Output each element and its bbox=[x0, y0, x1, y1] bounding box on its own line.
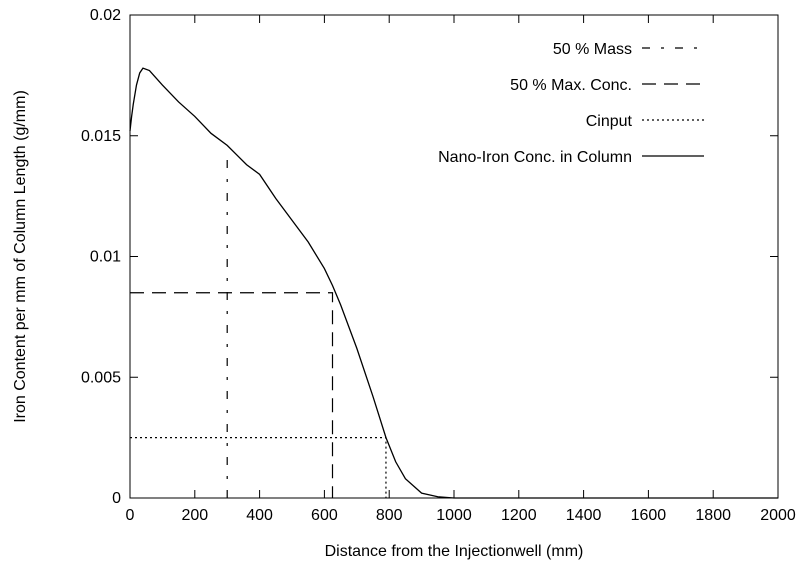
y-axis: 0 0.005 0.01 0.015 0.02 bbox=[81, 7, 778, 507]
x-axis: 0 200 400 600 800 1000 1200 1400 1600 1800 2000 bbox=[126, 15, 796, 524]
x-tick-label: 1800 bbox=[695, 507, 731, 524]
x-tick-label: 600 bbox=[311, 507, 338, 524]
x-tick-label: 1400 bbox=[566, 507, 602, 524]
legend-entry-label: Cinput bbox=[586, 113, 633, 130]
x-tick-label: 2000 bbox=[760, 507, 796, 524]
x-axis-label: Distance from the Injectionwell (mm) bbox=[325, 543, 584, 560]
y-tick-label: 0 bbox=[112, 490, 121, 507]
legend-entry-label: Nano-Iron Conc. in Column bbox=[438, 149, 632, 166]
series-line-2 bbox=[130, 437, 387, 498]
y-axis-label: Iron Content per mm of Column Length (g/… bbox=[12, 90, 29, 423]
legend-entry-label: 50 % Max. Conc. bbox=[510, 77, 632, 94]
x-tick-label: 1000 bbox=[436, 507, 472, 524]
y-tick-label: 0.02 bbox=[90, 7, 121, 24]
x-tick-label: 400 bbox=[246, 507, 273, 524]
series-line-3 bbox=[129, 67, 778, 499]
legend: 50 % Mass 50 % Max. Conc. Cinput Nano-Iron … bbox=[438, 41, 704, 166]
x-tick-label: 0 bbox=[126, 507, 135, 524]
x-tick-label: 1200 bbox=[501, 507, 537, 524]
y-tick-label: 0.01 bbox=[90, 249, 121, 266]
y-tick-label: 0.005 bbox=[81, 369, 121, 386]
legend-entry-label: 50 % Mass bbox=[553, 41, 632, 58]
series-line-1 bbox=[130, 292, 334, 498]
y-tick-label: 0.015 bbox=[81, 128, 121, 145]
x-tick-label: 200 bbox=[181, 507, 208, 524]
data-series bbox=[129, 67, 778, 499]
x-tick-label: 1600 bbox=[631, 507, 667, 524]
x-tick-label: 800 bbox=[376, 507, 403, 524]
